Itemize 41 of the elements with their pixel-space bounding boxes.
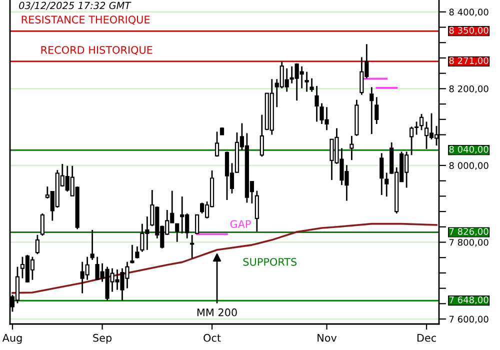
x-tick-label: Aug (2, 334, 22, 344)
candlestick (175, 223, 180, 243)
candlestick (374, 96, 379, 125)
candlestick (130, 244, 134, 264)
candlestick (135, 246, 140, 260)
y-tick-label: 8 400,00 (449, 8, 488, 16)
x-tick-label: Oct (204, 334, 221, 342)
candlestick (35, 234, 40, 255)
ref-line-label: 7 826,00 (449, 228, 488, 236)
series-label: GAP (230, 220, 251, 228)
candlestick (384, 172, 389, 198)
y-tick-label: 7 600,00 (449, 316, 488, 324)
ref-line-label: 8 350,00 (449, 26, 488, 35)
y-tick-label: 7 800,00 (449, 238, 488, 247)
annotation: 03/12/2025 17:32 GMT (19, 2, 132, 10)
candlestick (380, 152, 384, 196)
candlestick (370, 86, 374, 135)
ref-line-label: 8 040,00 (449, 146, 488, 154)
annotation: RECORD HISTORIQUE (41, 46, 152, 56)
candlestick (350, 135, 354, 161)
candlestick (260, 114, 264, 158)
candlestick (214, 130, 220, 158)
annotation: SUPPORTS (243, 258, 297, 266)
ref-line-label: 8 271,00 (449, 57, 488, 65)
candlestick (40, 212, 44, 236)
candlestick (90, 229, 94, 261)
candlestick (254, 190, 259, 232)
candlestick (310, 78, 314, 92)
x-tick-label: Sep (93, 334, 112, 344)
x-tick-label: Nov (318, 334, 337, 342)
candlestick (419, 113, 424, 131)
x-tick-label: Dec (417, 334, 436, 342)
candlestick (314, 85, 319, 122)
candlestick (195, 214, 200, 235)
y-tick-label: 8 000,00 (449, 162, 488, 170)
text: MM 200 (197, 308, 237, 316)
y-tick-label: 8 200,00 (449, 85, 488, 94)
candlestick (190, 234, 194, 260)
candlestick (304, 71, 309, 92)
ref-line-label: 7 648,00 (449, 296, 488, 304)
annotation: RESISTANCE THEORIQUE (22, 16, 150, 25)
